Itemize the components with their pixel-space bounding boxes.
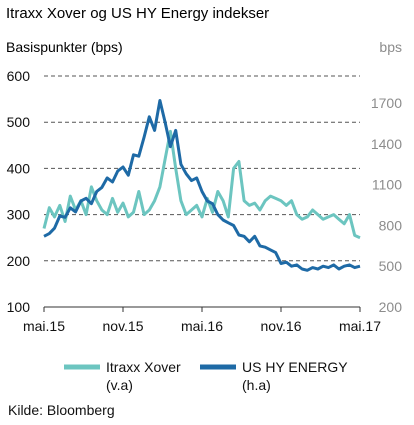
left-axis-label: Basispunkter (bps) bbox=[6, 39, 123, 55]
right-tick-label: 1400 bbox=[371, 136, 402, 152]
x-tick-label: mai.17 bbox=[339, 318, 381, 334]
right-tick-label: 1100 bbox=[372, 177, 402, 193]
legend-label-ushy: US HY ENERGY bbox=[242, 359, 348, 375]
right-axis-ticks: 200 500 800 1100 1400 1700 bbox=[371, 95, 402, 315]
right-tick-label: 500 bbox=[379, 258, 403, 274]
x-tick-label: mai.15 bbox=[23, 318, 65, 334]
legend-note-itraxx: (v.a) bbox=[106, 377, 133, 393]
right-tick-label: 1700 bbox=[371, 95, 402, 111]
x-tick-label: nov.16 bbox=[261, 318, 302, 334]
gridlines bbox=[44, 75, 360, 262]
left-tick-label: 300 bbox=[7, 207, 31, 223]
x-tick-label: mai.16 bbox=[181, 318, 223, 334]
legend: Itraxx Xover (v.a) US HY ENERGY (h.a) bbox=[64, 359, 348, 393]
left-tick-label: 600 bbox=[7, 68, 31, 84]
left-tick-label: 400 bbox=[7, 160, 31, 176]
series-lines bbox=[42, 99, 361, 272]
chart-title: Itraxx Xover og US HY Energy indekser bbox=[6, 5, 269, 22]
legend-note-ushy: (h.a) bbox=[242, 377, 271, 393]
series-line-itraxx-xover bbox=[42, 129, 361, 240]
left-tick-label: 200 bbox=[7, 253, 31, 269]
right-axis-label: bps bbox=[379, 39, 402, 55]
x-tick-label: nov.15 bbox=[103, 318, 144, 334]
x-axis-ticks: mai.15 nov.15 mai.16 nov.16 mai.17 bbox=[23, 307, 381, 334]
left-axis-ticks: 100 200 300 400 500 600 bbox=[7, 68, 31, 315]
series-line-us-hy-energy bbox=[43, 99, 361, 272]
source-note: Kilde: Bloomberg bbox=[8, 402, 115, 418]
left-tick-label: 500 bbox=[7, 114, 31, 130]
right-tick-label: 800 bbox=[379, 217, 403, 233]
left-tick-label: 100 bbox=[7, 299, 31, 315]
right-tick-label: 200 bbox=[379, 299, 403, 315]
legend-label-itraxx: Itraxx Xover bbox=[106, 359, 181, 375]
